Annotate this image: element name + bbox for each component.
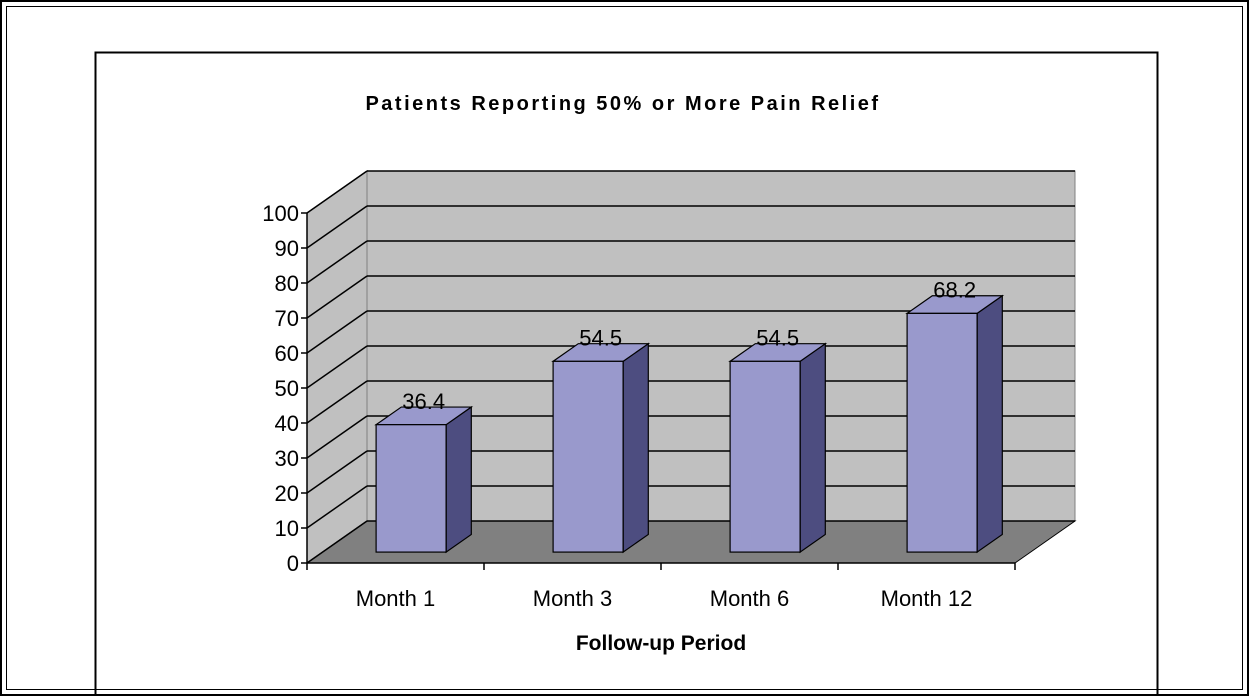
grid-line [306, 415, 368, 459]
bar [551, 342, 651, 554]
y-tick-label: 100 [262, 201, 299, 226]
chart-frame [94, 51, 1159, 696]
bar [374, 405, 474, 554]
x-tick-label: Month 12 [881, 586, 973, 611]
inner-border [6, 6, 1243, 690]
x-axis-title: Follow-up Period [576, 632, 746, 655]
x-tick-label: Month 6 [710, 586, 790, 611]
bar-front [552, 360, 624, 553]
y-tick-label: 20 [275, 481, 299, 506]
x-tick-label: Month 1 [356, 586, 436, 611]
grid-line [306, 485, 368, 529]
y-tick-label: 70 [275, 306, 299, 331]
data-label: 36.4 [402, 389, 445, 414]
y-tick-label: 60 [275, 341, 299, 366]
grid-line [306, 205, 368, 249]
bar [728, 342, 828, 554]
bar [905, 294, 1005, 554]
data-label: 54.5 [756, 326, 799, 351]
y-tick-label: 80 [275, 271, 299, 296]
grid-line [306, 240, 368, 284]
y-tick-label: 90 [275, 236, 299, 261]
chart-title: Patients Reporting 50% or More Pain Reli… [365, 93, 880, 115]
bar-side [445, 405, 472, 554]
y-tick-label: 30 [275, 446, 299, 471]
data-label: 68.2 [933, 278, 976, 303]
grid-line [306, 310, 368, 354]
grid-line [306, 520, 368, 564]
y-tick-label: 50 [275, 376, 299, 401]
grid-line [306, 380, 368, 424]
grid-line [306, 275, 368, 319]
bar-front [906, 312, 978, 553]
data-label: 54.5 [579, 326, 622, 351]
bar-front [375, 424, 447, 553]
grid-line [306, 345, 368, 389]
bar-front [729, 360, 801, 553]
x-tick-label: Month 3 [533, 586, 613, 611]
grid-line [306, 450, 368, 494]
bar-side [799, 342, 826, 554]
bar-side [976, 294, 1003, 554]
bar-side [622, 342, 649, 554]
y-tick-label: 0 [287, 551, 299, 576]
y-tick-label: 10 [275, 516, 299, 541]
grid-line [306, 170, 368, 214]
y-tick-label: 40 [275, 411, 299, 436]
